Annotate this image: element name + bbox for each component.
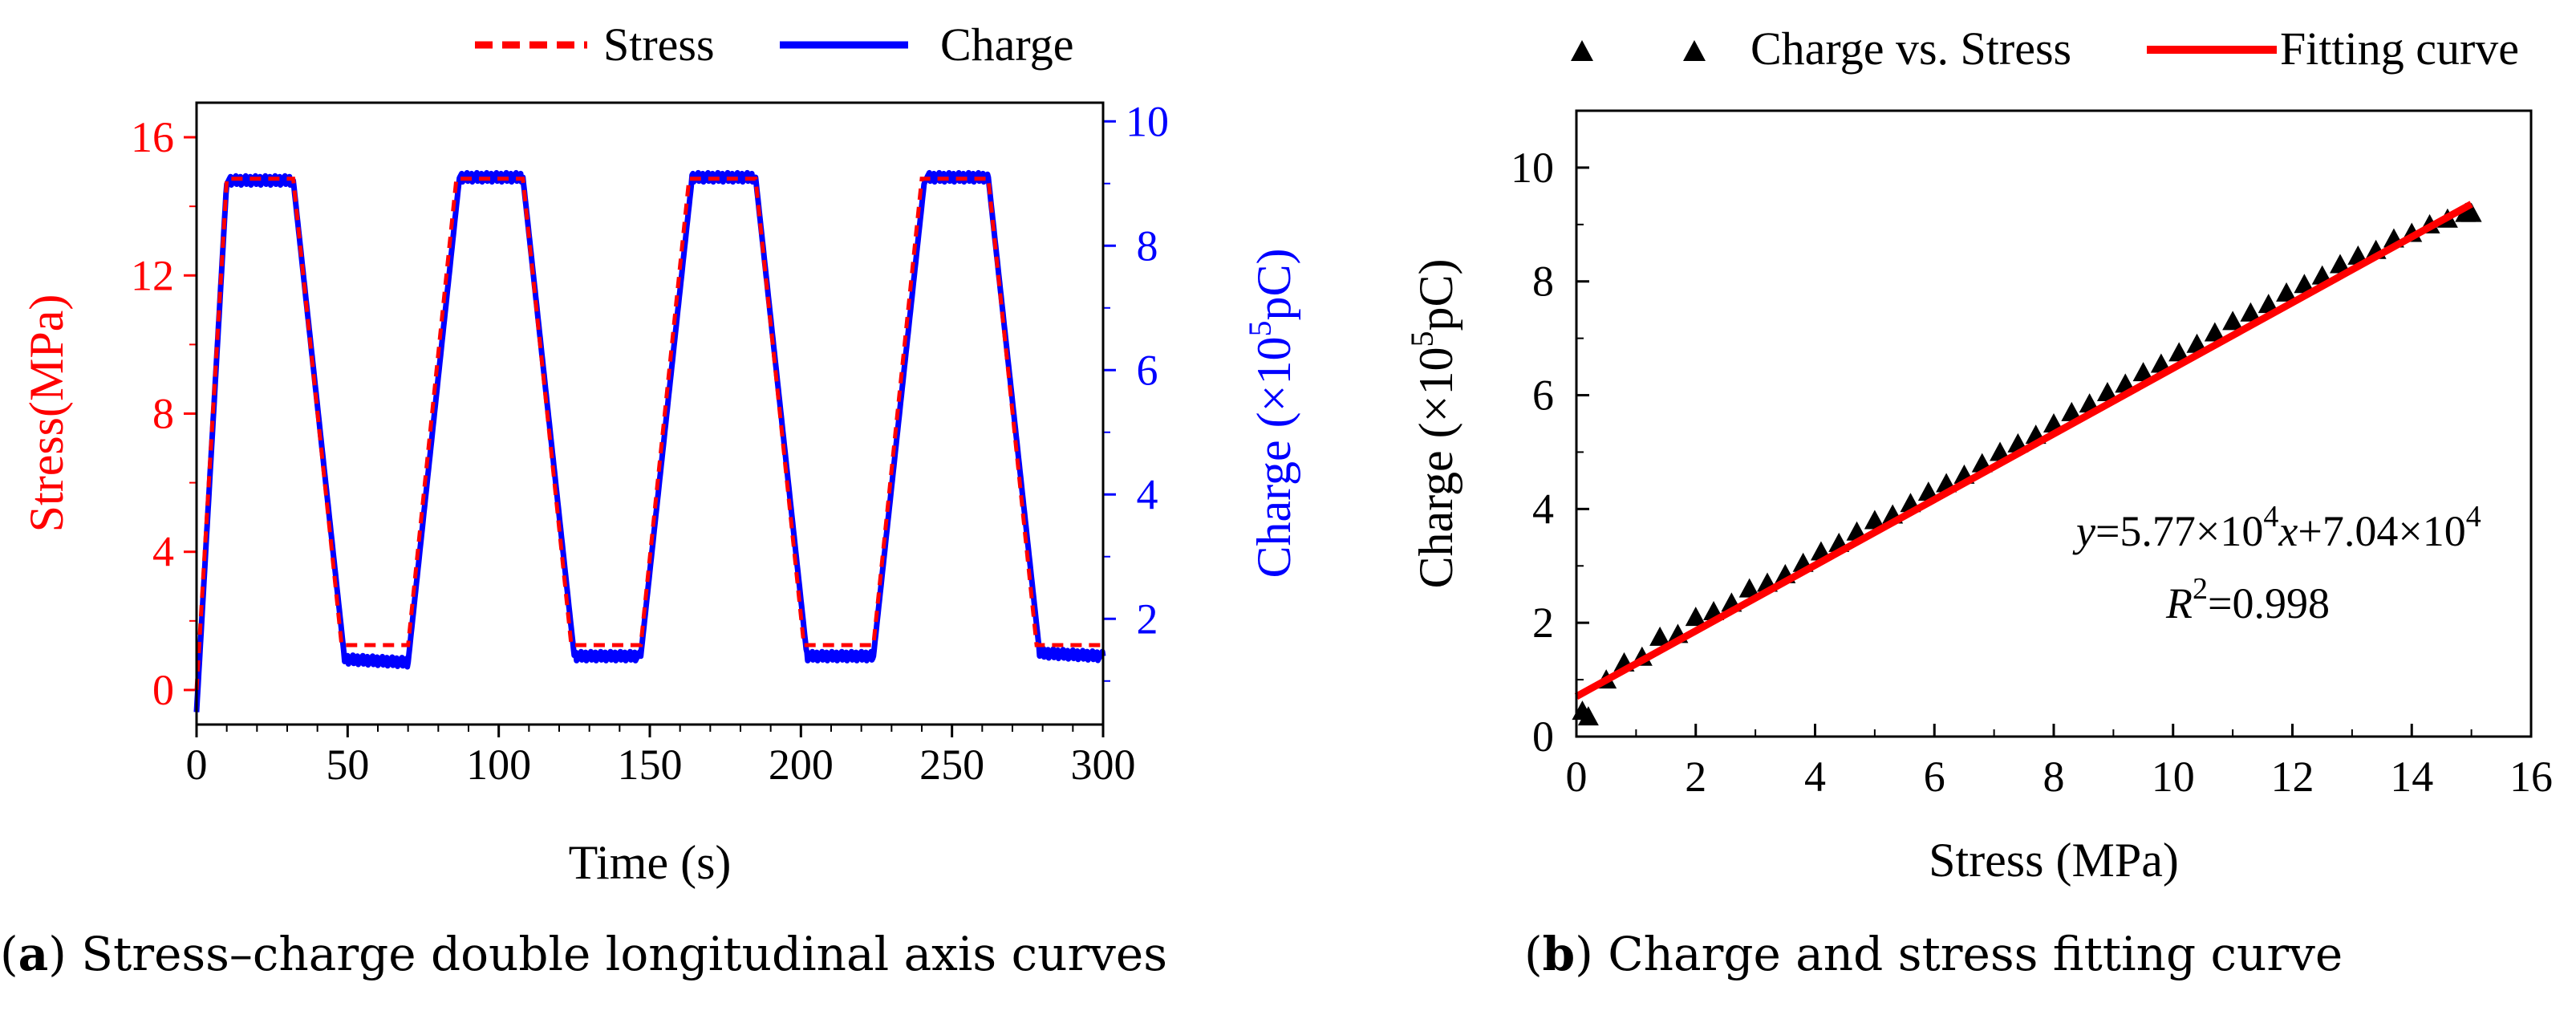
r-val: =0.998 — [2208, 579, 2330, 627]
caption-b: (b) Charge and stress fitting curve — [1524, 927, 2343, 981]
x-tick-label: 8 — [2043, 753, 2065, 801]
eq-y-var: y — [2072, 507, 2095, 555]
x-tick-label: 150 — [618, 741, 683, 789]
y-right-tick-label: 8 — [1137, 221, 1158, 270]
chart-a-legend: Stress Charge — [475, 18, 1073, 71]
legend-charge-label: Charge — [940, 18, 1073, 71]
caption-a: (a) Stress–charge double longitudinal ax… — [0, 927, 1168, 981]
eq-exp1: 4 — [2263, 500, 2278, 534]
scatter-point — [2276, 282, 2298, 302]
chart-b: Charge vs. Stress Fitting curve 0 2 4 6 8 10 1… — [1404, 22, 2553, 887]
scatter-point — [1864, 510, 1885, 530]
scatter-point — [2204, 322, 2225, 342]
y-right-tick-label: 2 — [1137, 595, 1158, 643]
x-tick-label: 10 — [2152, 753, 2195, 801]
y-label-pre: Charge (×10 — [1410, 347, 1462, 589]
legend-scatter-label: Charge vs. Stress — [1750, 22, 2071, 75]
x-tick-label: 4 — [1804, 753, 1826, 801]
y-tick-label: 4 — [1532, 485, 1554, 533]
y-right-label-post: pC) — [1247, 249, 1300, 321]
scatter-point — [2168, 342, 2190, 362]
x-tick-label: 12 — [2271, 753, 2314, 801]
chart-a-y-left-label: Stress(MPa) — [20, 294, 73, 533]
fit-equation: y=5.77×104x+7.04×104 — [2072, 500, 2481, 555]
scatter-point — [2258, 294, 2279, 314]
scatter-point — [2132, 362, 2154, 382]
chart-a-plot-frame — [195, 101, 1105, 726]
y-tick-label: 10 — [1511, 144, 1554, 192]
x-tick-label: 16 — [2509, 753, 2553, 801]
y-right-tick-label: 6 — [1137, 346, 1158, 394]
y-tick-label: 8 — [1532, 258, 1554, 306]
chart-b-legend: Charge vs. Stress Fitting curve — [1571, 22, 2519, 75]
chart-b-x-label: Stress (MPa) — [1929, 834, 2179, 887]
y-left-tick-label: 8 — [152, 390, 174, 438]
y-label-sup: 5 — [1404, 331, 1440, 347]
x-tick-label: 100 — [466, 741, 531, 789]
caption-b-text: Charge and stress fitting curve — [1592, 927, 2343, 981]
scatter-point — [2096, 382, 2118, 401]
scatter-point — [1577, 706, 1599, 726]
series-stress-line — [194, 177, 1103, 691]
x-tick-label: 6 — [1924, 753, 1945, 801]
legend-stress-label: Stress — [603, 18, 715, 71]
x-tick-label: 50 — [326, 741, 369, 789]
y-right-tick-label: 4 — [1137, 470, 1158, 518]
x-tick-label: 14 — [2390, 753, 2433, 801]
legend-scatter-marker — [1571, 40, 1593, 61]
legend-scatter-marker-2 — [1683, 40, 1706, 61]
series-charge-line — [193, 169, 1106, 712]
x-tick-label: 0 — [1566, 753, 1588, 801]
scatter-point — [2061, 401, 2083, 421]
y-tick-label: 0 — [1532, 712, 1554, 761]
chart-b-plot-frame — [1575, 109, 2533, 738]
scatter-point — [2240, 302, 2262, 322]
y-right-tick-label: 10 — [1126, 97, 1169, 145]
y-left-tick-label: 0 — [152, 666, 174, 714]
chart-b-y-label: Charge (×105pC) — [1404, 259, 1462, 589]
eq-part1: =5.77×10 — [2095, 507, 2263, 555]
y-tick-label: 2 — [1532, 599, 1554, 647]
caption-b-letter: b — [1542, 927, 1576, 981]
scatter-point — [2222, 311, 2244, 331]
eq-part2: +7.04×10 — [2298, 507, 2465, 555]
chart-a: Stress Charge 0 50 100 150 200 250 300 0 4 8 12 16 2… — [20, 18, 1300, 889]
x-tick-label: 250 — [919, 741, 984, 789]
chart-a-y-right-label: Charge (×105pC) — [1242, 249, 1300, 579]
y-label-post: pC) — [1410, 259, 1462, 331]
chart-a-x-label: Time (s) — [569, 836, 732, 889]
x-tick-label: 2 — [1685, 753, 1706, 801]
fit-line — [1574, 201, 2473, 700]
y-right-label-pre: Charge (×10 — [1247, 337, 1300, 579]
scatter-point — [2330, 254, 2351, 274]
x-tick-label: 0 — [186, 741, 208, 789]
legend-fit-label: Fitting curve — [2280, 22, 2519, 75]
scatter-point — [2186, 333, 2208, 353]
eq-exp2: 4 — [2466, 500, 2481, 534]
caption-a-letter: a — [18, 927, 49, 981]
scatter-point — [1685, 607, 1706, 627]
y-left-tick-label: 12 — [131, 251, 174, 299]
r-var: R — [2165, 579, 2193, 627]
r-squared: R2=0.998 — [2165, 572, 2330, 627]
scatter-point — [1738, 578, 1760, 598]
scatter-point — [2294, 274, 2315, 294]
y-right-label-sup: 5 — [1242, 321, 1278, 337]
y-left-tick-label: 16 — [131, 113, 174, 161]
x-tick-label: 200 — [769, 741, 834, 789]
r-exp: 2 — [2193, 572, 2208, 606]
y-tick-label: 6 — [1532, 371, 1554, 420]
caption-a-text: Stress–charge double longitudinal axis c… — [66, 927, 1168, 981]
scatter-point — [2460, 202, 2482, 222]
scatter-point — [1649, 626, 1671, 646]
x-tick-label: 300 — [1071, 741, 1136, 789]
eq-x-var: x — [2278, 507, 2298, 555]
scatter-point — [1990, 441, 2011, 461]
y-left-tick-label: 4 — [152, 528, 174, 576]
